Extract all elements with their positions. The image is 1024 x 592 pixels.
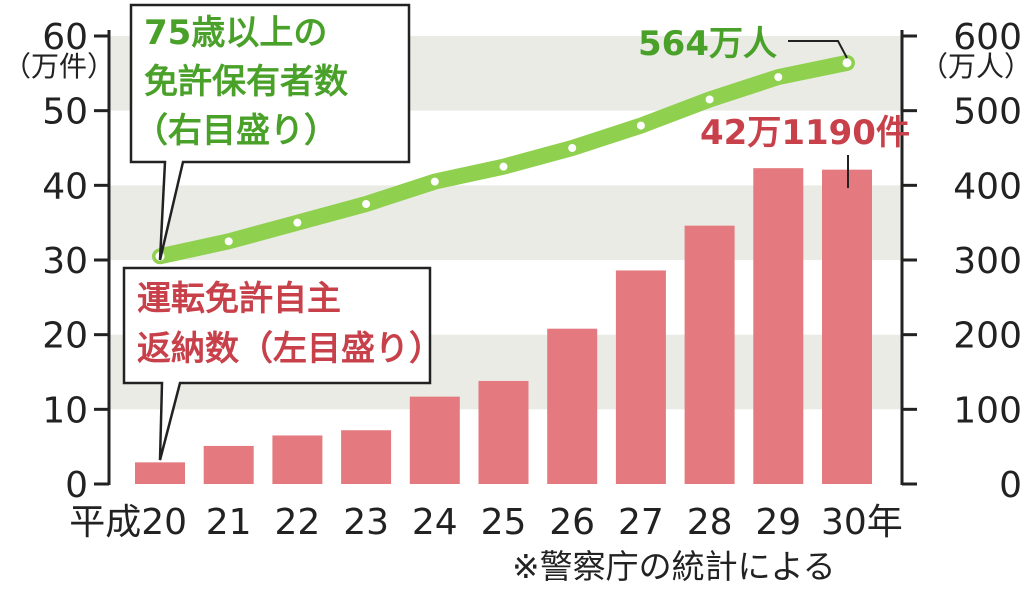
x-tick-label: 27	[618, 502, 664, 543]
left-tick-label: 0	[65, 465, 88, 506]
right-tick-label: 500	[953, 92, 1022, 133]
bar	[409, 396, 460, 484]
bar	[478, 380, 529, 484]
green-callout-box	[129, 3, 411, 261]
x-axis: 平成20 21 22 23 24 25 26 27 28 29 30年	[69, 502, 903, 543]
line-point	[774, 73, 783, 82]
bar	[341, 430, 392, 484]
right-tick-label: 400	[953, 166, 1022, 207]
x-tick-label: 平成20	[69, 502, 187, 543]
left-tick-label: 10	[42, 390, 88, 431]
bar	[822, 169, 872, 485]
x-tick-label: 26	[549, 502, 595, 543]
left-tick-label: 30	[42, 241, 88, 282]
line-point	[293, 218, 302, 227]
bar-end-label: 42万1190件	[700, 113, 910, 153]
right-tick-label: 300	[953, 241, 1022, 282]
bar	[135, 462, 185, 484]
bar	[547, 328, 598, 484]
line-series-name-line3: （右目盛り）	[134, 111, 338, 151]
x-tick-label: 24	[412, 502, 458, 543]
right-axis-unit: （万人）	[920, 50, 1024, 83]
red-callout-box	[122, 266, 432, 461]
left-axis-unit: （万件）	[3, 50, 115, 83]
line-series-name-line1: 75歳以上の	[144, 13, 327, 53]
left-tick-label: 50	[42, 92, 88, 133]
line-end-leader	[788, 40, 848, 59]
red-callout: 運転免許自主 返納数（左目盛り）	[122, 266, 443, 461]
line-point	[362, 200, 371, 208]
x-tick-label: 30年	[821, 502, 903, 543]
x-tick-label: 21	[206, 502, 252, 543]
right-tick-label: 0	[999, 465, 1022, 506]
line-series-name-line2: 免許保有者数	[144, 62, 348, 102]
bar-series	[135, 168, 872, 485]
line-point	[636, 121, 645, 130]
line-point	[705, 95, 714, 104]
line-point	[224, 237, 233, 246]
line-point	[430, 177, 439, 186]
x-tick-label: 22	[274, 502, 320, 543]
green-callout: 75歳以上の 免許保有者数 （右目盛り）	[129, 3, 411, 261]
left-axis: 0 10 20 30 40 50 60	[42, 17, 109, 506]
right-tick-label: 200	[953, 316, 1022, 357]
right-tick-label: 600	[953, 17, 1022, 58]
bar	[272, 435, 323, 484]
source-note: ※警察庁の統計による	[512, 547, 836, 586]
left-tick-label: 20	[42, 316, 88, 357]
bar	[615, 270, 666, 484]
line-end-label: 564万人	[638, 24, 777, 64]
right-axis: 0 100 200 300 400 500 600	[902, 17, 1022, 506]
left-tick-label: 60	[42, 17, 88, 58]
x-tick-label: 25	[481, 502, 527, 543]
bar	[684, 225, 735, 485]
x-tick-label: 23	[343, 502, 389, 543]
bar	[753, 168, 804, 484]
line-point	[839, 55, 855, 71]
right-tick-label: 100	[953, 390, 1022, 431]
bar-series-name-line1: 運転免許自主	[137, 279, 341, 319]
bar-series-name-line2: 返納数（左目盛り）	[137, 329, 443, 369]
bar	[203, 445, 254, 484]
x-tick-label: 28	[687, 502, 733, 543]
left-tick-label: 40	[42, 166, 88, 207]
line-point	[568, 144, 577, 152]
x-tick-label: 29	[755, 502, 801, 543]
line-point	[499, 162, 508, 171]
